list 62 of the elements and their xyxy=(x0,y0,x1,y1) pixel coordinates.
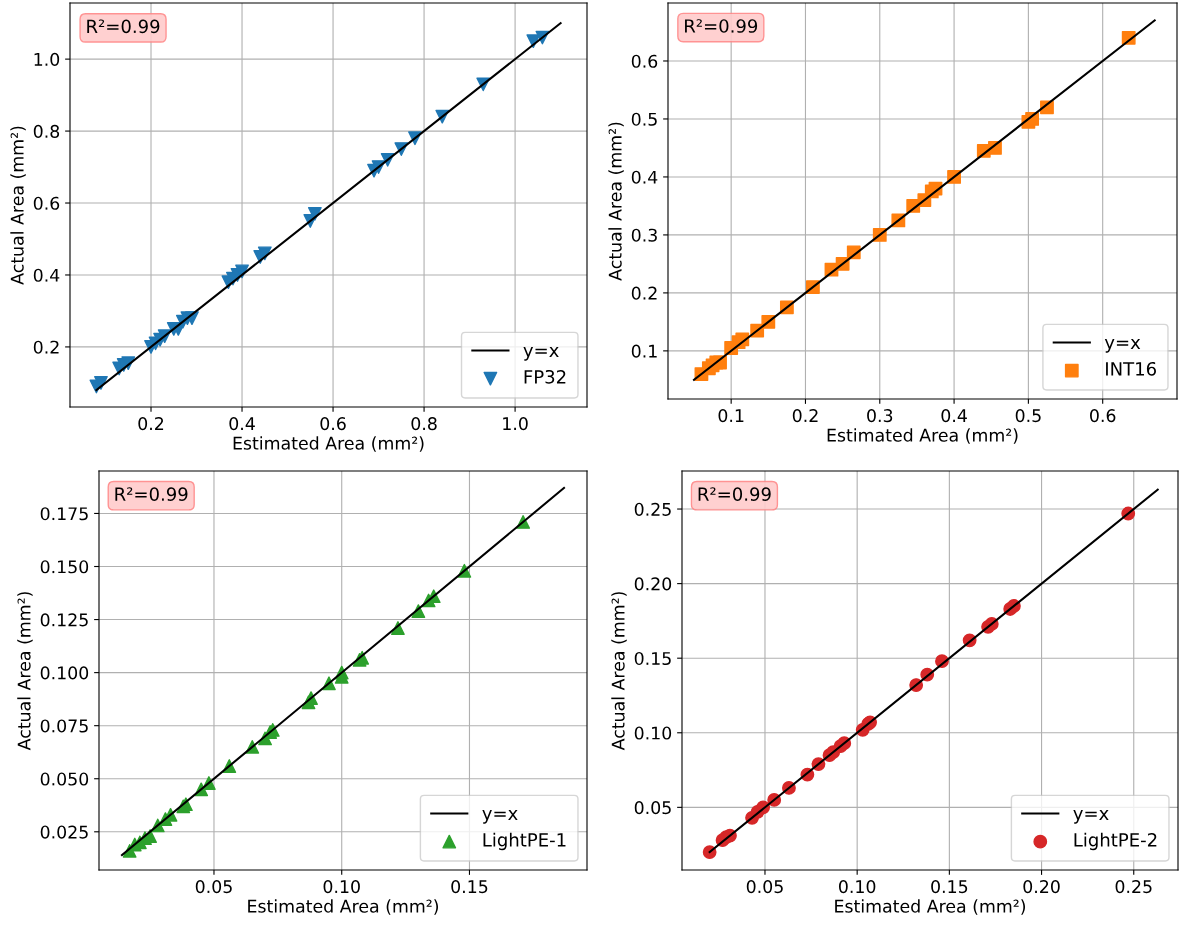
x-tick-label: 0.3 xyxy=(867,409,893,423)
y-tick-label: 0.150 xyxy=(40,560,89,574)
y-tick-label: 0.15 xyxy=(634,651,671,666)
x-axis-title: Estimated Area (mm²) xyxy=(248,899,439,915)
x-tick-label: 0.4 xyxy=(941,409,967,423)
y-tick-label: 0.25 xyxy=(634,502,671,516)
legend-label: y=x xyxy=(1104,339,1141,353)
y-tick-label: 0.8 xyxy=(33,124,60,138)
y-axis-title: Actual Area (mm²) xyxy=(17,592,33,751)
y-tick-label: 0.1 xyxy=(631,344,657,358)
y-axis-title: Actual Area (mm²) xyxy=(10,126,26,285)
legend-label: y=x xyxy=(482,810,518,824)
y-tick-label: 0.4 xyxy=(33,268,60,282)
annotation: R²=0.99 xyxy=(87,19,160,34)
x-tick-label: 0.20 xyxy=(1023,880,1060,894)
x-tick-label: 0.2 xyxy=(138,417,164,431)
y-tick-label: 0.10 xyxy=(634,726,672,740)
y-tick-label: 0.2 xyxy=(631,286,657,300)
x-tick-label: 0.15 xyxy=(931,880,968,894)
y-tick-label: 0.075 xyxy=(40,719,88,733)
legend-label: y=x xyxy=(523,347,559,361)
x-tick-label: 0.5 xyxy=(1015,409,1041,423)
x-tick-label: 0.6 xyxy=(1090,409,1116,423)
x-tick-label: 0.25 xyxy=(1115,880,1152,894)
x-axis-title: Estimated Area (mm²) xyxy=(233,436,424,452)
x-tick-label: 0.8 xyxy=(411,417,437,431)
y-tick-label: 0.4 xyxy=(631,170,658,184)
legend-label: FP32 xyxy=(524,369,566,384)
y-axis-title: Actual Area (mm²) xyxy=(611,592,627,751)
y-tick-label: 0.175 xyxy=(40,507,88,521)
y-tick-label: 0.5 xyxy=(631,112,657,126)
legend-label: INT16 xyxy=(1106,361,1156,376)
y-tick-label: 0.2 xyxy=(33,340,59,354)
y-tick-label: 0.125 xyxy=(40,613,88,627)
x-tick-label: 0.2 xyxy=(792,409,818,423)
y-tick-label: 0.6 xyxy=(631,54,658,68)
x-axis-title: Estimated Area (mm²) xyxy=(827,428,1018,444)
x-tick-label: 0.05 xyxy=(746,880,783,894)
x-axis-title: Estimated Area (mm²) xyxy=(835,899,1026,915)
annotation: R²=0.99 xyxy=(698,487,771,501)
y-tick-label: 0.025 xyxy=(40,825,88,839)
x-tick-label: 0.05 xyxy=(195,880,232,894)
y-tick-label: 0.6 xyxy=(33,196,60,210)
y-tick-label: 0.20 xyxy=(634,577,672,591)
annotation: R²=0.99 xyxy=(685,19,758,33)
legend-label: y=x xyxy=(1073,810,1109,824)
x-tick-label: 0.6 xyxy=(320,417,346,431)
y-tick-label: 1.0 xyxy=(34,52,60,66)
x-tick-label: 0.1 xyxy=(718,409,744,423)
annotation: R²=0.99 xyxy=(115,487,188,501)
legend-label: LightPE-2 xyxy=(1074,832,1157,851)
y-tick-label: 0.100 xyxy=(40,666,89,680)
x-tick-label: 0.10 xyxy=(323,880,360,894)
x-tick-label: 0.4 xyxy=(229,417,255,431)
x-tick-label: 1.0 xyxy=(503,417,528,431)
x-tick-label: 0.10 xyxy=(838,880,876,894)
y-tick-label: 0.050 xyxy=(40,772,89,786)
x-tick-label: 0.15 xyxy=(451,880,488,894)
y-tick-label: 0.3 xyxy=(631,228,657,242)
y-tick-label: 0.05 xyxy=(634,801,671,815)
y-axis-title: Actual Area (mm²) xyxy=(608,122,624,281)
legend-label: LightPE-1 xyxy=(483,832,566,851)
